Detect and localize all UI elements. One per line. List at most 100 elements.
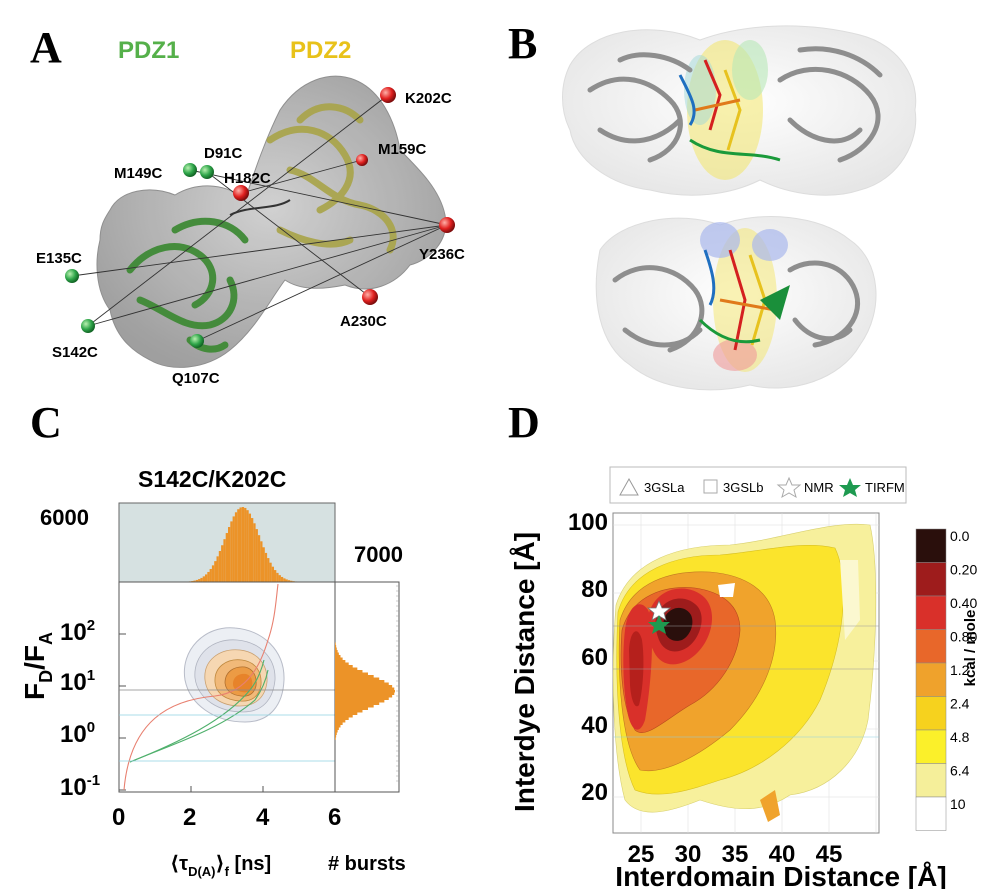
top-hist-bar [251,518,254,582]
side-hist-bar [335,662,349,665]
top-hist-bar [239,507,242,582]
label-q107c: Q107C [172,370,220,387]
side-hist-bar [335,727,339,730]
side-hist-bar [335,677,380,680]
top-hist-bar [214,561,217,582]
side-hist-bar [335,732,337,735]
top-hist-bar [280,576,284,582]
top-hist-bar [267,558,270,582]
svg-text:40: 40 [769,841,796,868]
colorbar-label: 10 [950,796,966,812]
top-hist-bar [248,513,251,582]
side-histogram [335,585,399,782]
colorbar-segment [915,562,947,597]
top-hist-bar [237,509,240,582]
top-hist-bar [234,512,238,582]
side-hist-bar [335,680,385,683]
svg-text:35: 35 [722,841,749,868]
legend-tirfm: TIRFM [865,480,905,495]
side-hist-bar [335,642,336,645]
site-h182c-sphere [233,185,249,201]
side-hist-bar [335,715,353,718]
colorbar-segment [915,662,947,697]
svg-text:20: 20 [581,779,608,806]
site-d91c-sphere [200,165,214,179]
top-hist-bar [225,533,228,582]
site-m159c-sphere [356,154,368,166]
svg-text:60: 60 [581,644,608,671]
top-hist-bar [209,568,212,582]
top-hist-bar [269,562,272,582]
static-fret-lines [123,583,279,791]
label-m159c: M159C [378,141,427,158]
panel-d: D 3GSLa 3GSLb NMR TIRFM [508,398,979,889]
side-hist-bar [335,710,363,713]
panel-letter-b: B [508,19,537,68]
side-hist-bar [335,667,358,670]
side-hist-bar [335,695,393,698]
side-hist-bar [335,650,338,653]
side-hist-bar [335,687,395,690]
legend-nmr-marker [776,476,802,499]
panel-a: A PDZ1 PDZ2 [30,23,465,387]
side-hist-bar [335,685,393,688]
top-histogram [188,507,297,582]
top-hist-bar [255,529,258,582]
top-hist-bar [232,516,235,582]
top-hist-bar [200,577,203,582]
site-q107c-sphere [190,334,204,348]
side-hist-bar [335,730,338,733]
svg-text:45: 45 [816,841,843,868]
plot-d-legend-items: 3GSLa 3GSLb NMR TIRFM [619,476,905,499]
svg-text:25: 25 [628,841,655,868]
colorbar-label: 0.20 [950,562,977,578]
label-e135c: E135C [36,250,82,267]
site-labels: D91C M149C E135C S142C Q107C K202C M159C… [36,90,465,387]
svg-text:10-1: 10-1 [60,772,100,801]
plot-d-y-ticks: 100 80 60 40 20 [568,509,608,806]
top-hist-bar [283,578,286,582]
colorbar-unit: kcal / mole [962,610,979,687]
colorbar-segment [915,696,947,731]
panel-b: B [508,19,917,391]
side-hist-bar [335,665,353,668]
side-hist-bar [335,722,343,725]
colorbar-label: 6.4 [950,763,970,779]
colorbar-segment [915,629,947,664]
svg-text:100: 100 [60,719,95,748]
label-y236c: Y236C [419,246,465,263]
side-hist-bar [335,670,363,673]
plot-c-ylabel: FD/FA [19,632,56,700]
top-hist-bar [264,552,268,582]
label-m149c: M149C [114,165,163,182]
top-hist-bar [274,570,277,582]
top-hist-bar [207,571,210,582]
side-hist-bar [335,647,337,650]
side-hist-bar [335,700,385,703]
top-hist-bar [290,580,293,582]
top-hist-bar [257,535,261,582]
top-hist-bar [193,580,196,582]
top-hist-bar [260,541,263,582]
side-hist-bar [335,705,374,708]
side-hist-bar [335,690,395,693]
label-h182c: H182C [224,170,271,187]
side-hist-bar [335,660,346,663]
colorbar-segment [915,796,947,831]
colorbar-label: 0.80 [950,629,977,645]
legend-tirfm-marker [839,478,861,497]
site-a230c-sphere [362,289,378,305]
side-hist-bar [335,720,346,723]
side-hist-bar [335,735,337,738]
colorbar: 0.0 0.20 0.40 0.80 1.2 2.4 4.8 6.4 10 [915,528,977,831]
top-hist-bar [285,579,288,582]
svg-text:100: 100 [568,509,608,536]
top-hist-bar [253,523,256,582]
plot-c-contours [183,627,285,723]
top-hist-bar [230,521,233,582]
side-hist-bar [335,707,368,710]
top-hist-bar [202,576,205,582]
top-hist-bar [241,507,245,582]
top-hist-bar [271,566,274,582]
